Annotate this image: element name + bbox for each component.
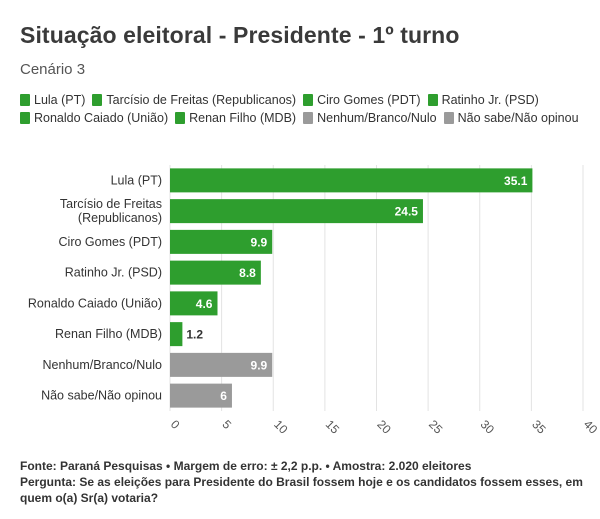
value-label: 9.9 xyxy=(251,358,268,372)
legend-label: Não sabe/Não opinou xyxy=(457,110,579,125)
legend-item: Nenhum/Branco/Nulo xyxy=(303,110,437,125)
x-tick-label: 20 xyxy=(374,417,394,437)
legend-swatch xyxy=(303,93,314,106)
bar xyxy=(170,260,261,285)
x-tick-label: 25 xyxy=(426,417,446,437)
legend-label: Ronaldo Caiado (União) xyxy=(34,110,169,125)
legend-label: Renan Filho (MDB) xyxy=(189,110,297,125)
legend-swatch xyxy=(92,93,103,106)
category-label: Não sabe/Não opinou xyxy=(41,389,162,403)
legend-item: Tarcísio de Freitas (Republicanos) xyxy=(92,92,296,107)
bar xyxy=(170,229,273,254)
chart-legend: Lula (PT) Tarcísio de Freitas (Republican… xyxy=(20,92,590,125)
category-label: Ciro Gomes (PDT) xyxy=(59,235,162,249)
x-tick-label: 10 xyxy=(271,417,291,437)
legend-label: Tarcísio de Freitas (Republicanos) xyxy=(106,92,297,107)
category-label: Ratinho Jr. (PSD) xyxy=(65,266,162,280)
chart-footer: Fonte: Paraná Pesquisas • Margem de erro… xyxy=(20,458,590,506)
x-tick-label: 5 xyxy=(220,417,235,432)
chart-title: Situação eleitoral - Presidente - 1º tur… xyxy=(20,22,460,48)
bar xyxy=(170,322,183,347)
legend-item: Ronaldo Caiado (União) xyxy=(20,110,168,125)
category-label: Ronaldo Caiado (União) xyxy=(28,296,162,310)
value-label: 35.1 xyxy=(504,174,528,188)
x-tick-label: 15 xyxy=(323,417,343,437)
x-tick-label: 30 xyxy=(478,417,498,437)
legend-label: Ratinho Jr. (PSD) xyxy=(441,92,539,107)
legend-label: Nenhum/Branco/Nulo xyxy=(317,110,437,125)
value-label: 8.8 xyxy=(239,266,256,280)
legend-swatch xyxy=(443,111,454,124)
bar xyxy=(170,291,218,316)
legend-item: Não sabe/Não opinou xyxy=(443,110,579,125)
question-note: Pergunta: Se as eleições para Presidente… xyxy=(20,475,583,505)
legend-swatch xyxy=(20,93,30,106)
legend-label: Lula (PT) xyxy=(34,92,86,107)
chart-subtitle: Cenário 3 xyxy=(20,61,86,78)
legend-label: Ciro Gomes (PDT) xyxy=(317,92,421,107)
category-label: Tarcísio de Freitas xyxy=(60,197,162,211)
category-label: Nenhum/Branco/Nulo xyxy=(42,358,162,372)
legend-swatch xyxy=(303,111,314,124)
legend-item: Ciro Gomes (PDT) xyxy=(303,92,421,107)
value-label: 24.5 xyxy=(395,205,419,219)
bar xyxy=(170,199,423,224)
x-tick-label: 40 xyxy=(581,417,600,437)
source-note: Fonte: Paraná Pesquisas • Margem de erro… xyxy=(20,459,472,473)
legend-swatch xyxy=(20,111,30,124)
legend-item: Ratinho Jr. (PSD) xyxy=(427,92,539,107)
value-label: 1.2 xyxy=(186,328,203,342)
bar xyxy=(170,383,232,408)
value-label: 4.6 xyxy=(196,297,213,311)
legend-item: Renan Filho (MDB) xyxy=(175,110,296,125)
legend-swatch xyxy=(427,93,438,106)
x-tick-label: 0 xyxy=(168,417,183,432)
value-label: 9.9 xyxy=(251,235,268,249)
bar xyxy=(170,168,533,193)
legend-item: Lula (PT) xyxy=(20,92,85,107)
category-label: Lula (PT) xyxy=(111,173,162,187)
category-label: (Republicanos) xyxy=(78,211,162,225)
x-tick-label: 35 xyxy=(529,417,549,437)
value-label: 6 xyxy=(220,389,227,403)
bar xyxy=(170,352,273,377)
category-label: Renan Filho (MDB) xyxy=(55,327,162,341)
legend-swatch xyxy=(175,111,186,124)
